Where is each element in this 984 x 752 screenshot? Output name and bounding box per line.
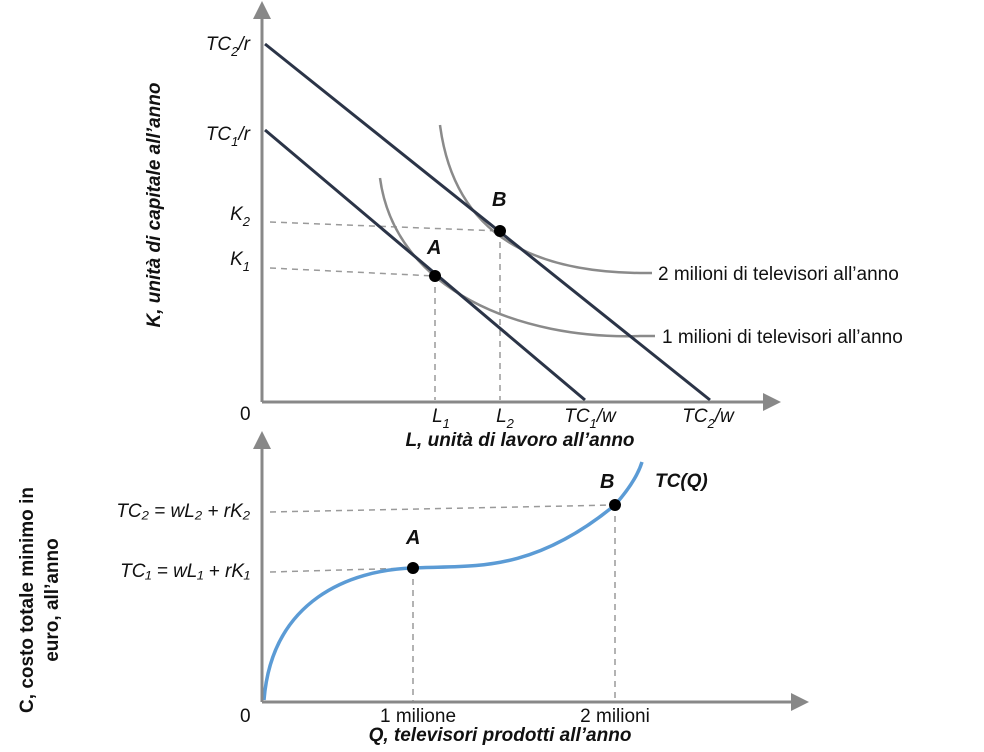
y-tick-tc2-equation: TC₂ = wL₂ + rK₂	[116, 501, 250, 522]
top-x-axis-title: L, unità di lavoro all’anno	[405, 430, 634, 451]
bottom-y-axis-title-line1: C, costo totale minimo in	[17, 487, 38, 713]
y-tick-tc1-equation: TC₁ = wL₁ + rK₁	[120, 561, 250, 582]
isoquant-1-million	[378, 177, 655, 338]
x-tick-tc2-over-w: TC2/w	[682, 406, 735, 431]
x-tick-1-milione: 1 milione	[380, 706, 456, 727]
guide-tc1	[269, 567, 414, 573]
bottom-x-axis-title: Q, televisori prodotti all’anno	[369, 725, 632, 746]
point-b-bottom	[609, 499, 621, 511]
y-tick-k1: K1	[230, 249, 250, 274]
point-a-top	[429, 270, 441, 282]
isoquant-2-million-label: 2 milioni di televisori all’anno	[658, 264, 899, 285]
top-y-axis-title: K, unità di capitale all’anno	[144, 83, 165, 328]
point-b-top-label: B	[492, 189, 506, 211]
point-a-bottom-label: A	[405, 527, 420, 549]
isocost-line-tc1	[264, 128, 586, 402]
guide-tc2	[269, 504, 616, 513]
point-b-bottom-label: B	[600, 471, 614, 493]
x-tick-l1: L1	[432, 406, 450, 431]
bottom-y-axis-title-line2: euro, all’anno	[42, 538, 63, 662]
total-cost-curve	[262, 461, 644, 701]
y-tick-k2: K2	[230, 204, 251, 229]
isocost-isoquant-panel: A B TC2/r TC1/r K2 K1 L1 L2 TC1/w TC2/w …	[144, 1, 903, 451]
isocost-line-tc2	[264, 42, 711, 402]
bottom-origin-label: 0	[240, 706, 251, 727]
y-tick-tc1-over-r: TC1/r	[206, 124, 251, 149]
guide-k2	[269, 221, 501, 232]
x-tick-2-milioni: 2 milioni	[580, 706, 650, 727]
point-b-top	[494, 225, 506, 237]
y-tick-tc2-over-r: TC2/r	[206, 34, 251, 59]
total-cost-panel: A B TC(Q) TC₂ = wL₂ + rK₂ TC₁ = wL₁ + rK…	[17, 431, 809, 746]
x-tick-l2: L2	[496, 406, 515, 431]
x-tick-tc1-over-w: TC1/w	[564, 406, 617, 431]
isoquant-1-million-label: 1 milioni di televisori all’anno	[662, 327, 903, 348]
curve-label-tcq: TC(Q)	[655, 471, 708, 492]
point-a-top-label: A	[426, 237, 441, 259]
isoquant-2-million	[438, 124, 652, 275]
guide-k1	[269, 267, 436, 277]
top-origin-label: 0	[240, 404, 251, 425]
point-a-bottom	[407, 562, 419, 574]
